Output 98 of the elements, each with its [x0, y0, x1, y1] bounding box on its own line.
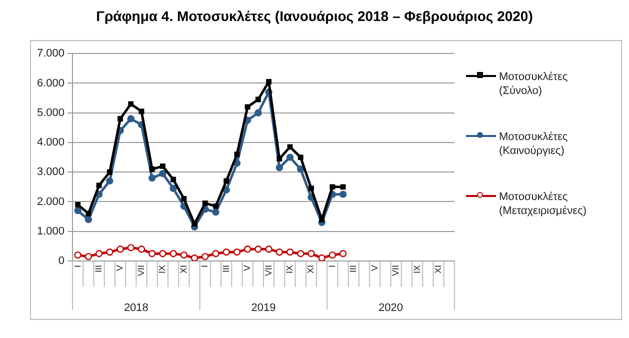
x-tick-label: IX: [412, 264, 422, 274]
point: [298, 154, 304, 160]
point: [255, 96, 261, 102]
point: [128, 101, 134, 107]
point: [148, 250, 156, 258]
y-tick-label: 7.000: [36, 48, 65, 60]
x-tick-label: I: [72, 264, 82, 268]
x-tick-label: XI: [306, 264, 316, 274]
point: [118, 116, 123, 122]
point: [339, 250, 347, 258]
point: [116, 246, 124, 253]
point: [222, 248, 230, 256]
point: [84, 216, 92, 224]
point: [148, 174, 156, 182]
y-tick-label: 0: [58, 255, 65, 268]
x-tick-label: VII: [136, 264, 146, 276]
x-tick-label: III: [94, 264, 104, 273]
point: [84, 252, 92, 260]
text: 2020: [378, 302, 404, 314]
point: [297, 166, 304, 173]
point: [308, 250, 315, 258]
point: [192, 221, 198, 227]
point: [224, 178, 230, 184]
x-tick-label: VII: [390, 264, 401, 276]
point: [254, 246, 262, 253]
x-tick-label: III: [220, 264, 231, 273]
x-tick-label: I: [326, 264, 337, 268]
point: [181, 196, 187, 202]
point: [74, 251, 82, 259]
point: [138, 108, 144, 114]
point: [276, 248, 283, 256]
point: [96, 182, 102, 188]
point: [75, 202, 81, 208]
x-tick-label: III: [348, 264, 358, 273]
point: [297, 250, 304, 258]
point: [159, 250, 166, 258]
point: [330, 184, 336, 190]
point: [138, 246, 146, 253]
y-tick-label: 3.000: [36, 166, 65, 178]
x-tick-label: IX: [284, 264, 294, 274]
point: [308, 186, 314, 192]
y-tick-label: 6.000: [36, 77, 65, 90]
point: [339, 190, 347, 198]
text: 2018: [124, 302, 148, 314]
point: [160, 163, 166, 169]
point: [170, 250, 177, 258]
y-tick-label: 2.000: [36, 196, 65, 208]
x-tick-label: IX: [157, 264, 168, 274]
point: [234, 152, 240, 158]
x-tick-label: I: [200, 264, 210, 268]
point: [95, 250, 103, 258]
point: [74, 207, 82, 214]
point: [276, 156, 282, 162]
y-tick-label: 4.000: [36, 136, 65, 149]
point: [266, 79, 272, 84]
point: [106, 248, 114, 256]
point: [286, 154, 294, 161]
point: [127, 115, 134, 122]
point: [244, 104, 250, 110]
point: [170, 176, 176, 182]
point: [287, 144, 293, 150]
point: [180, 251, 188, 259]
point: [106, 169, 112, 175]
legend-label: Μοτοσυκλέτες (Καινούργιες): [499, 130, 569, 158]
point: [318, 254, 326, 261]
x-tick-label: XI: [433, 264, 444, 274]
point: [286, 248, 294, 256]
x-tick-label: V: [369, 264, 380, 272]
chart-title: Γράφημα 4. Μοτοσυκλέτες (Ιανουάριος 2018 – Φεβρουάριος 2020): [95, 8, 534, 24]
point: [319, 216, 325, 222]
y-tick-label: 1.000: [36, 225, 65, 238]
x-tick-label: VII: [263, 264, 274, 276]
point: [212, 208, 220, 216]
legend-label: Μοτοσυκλέτες (Σύνολο): [499, 70, 569, 98]
point: [202, 252, 209, 260]
x-tick-label: XI: [178, 264, 188, 274]
y-tick-label: 5.000: [36, 106, 65, 119]
point: [233, 248, 241, 256]
point: [212, 250, 220, 258]
point: [127, 244, 134, 252]
point: [86, 210, 92, 216]
x-tick-label: V: [242, 264, 252, 272]
point: [170, 184, 177, 192]
point: [159, 170, 166, 178]
point: [340, 184, 346, 190]
point: [202, 200, 208, 206]
point: [265, 246, 272, 253]
point: [106, 177, 114, 185]
legend-label: Μοτοσυκλέτες (Μεταχειρισμένες): [499, 190, 588, 218]
text: 2019: [251, 302, 276, 314]
point: [276, 164, 283, 172]
point: [328, 251, 336, 259]
point: [149, 166, 155, 172]
point: [254, 109, 262, 116]
point: [244, 246, 252, 253]
point: [190, 254, 198, 261]
x-tick-label: V: [114, 264, 125, 272]
point: [213, 203, 218, 209]
